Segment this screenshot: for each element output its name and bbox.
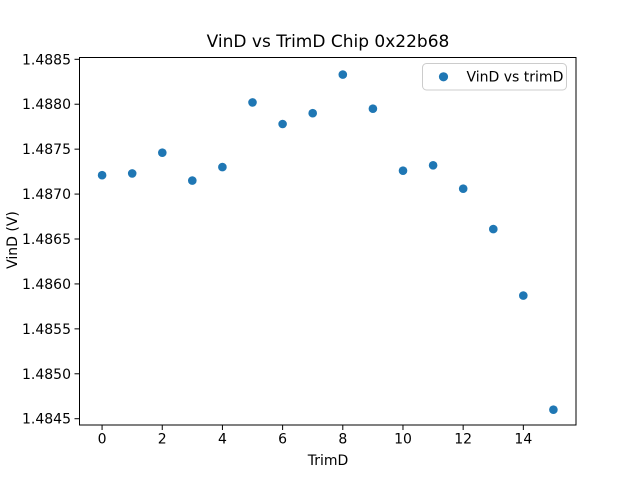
data-point — [278, 119, 287, 129]
plot-area: 0 2 4 6 8 10 12 14 1.4845 1.4850 1.4855 1.4860 1.486… — [22, 52, 577, 448]
y-tick-label: 1.4870 — [22, 187, 71, 203]
y-tick-label: 1.4865 — [22, 232, 71, 248]
x-tick-label: 4 — [218, 432, 227, 448]
data-point — [428, 161, 438, 170]
y-tick-label: 1.4855 — [22, 322, 71, 338]
y-tick-label: 1.4850 — [22, 367, 71, 383]
x-tick-label: 2 — [158, 432, 167, 448]
chart-title: VinD vs TrimD Chip 0x22b68 — [207, 32, 450, 52]
data-point — [489, 224, 498, 234]
data-point — [368, 104, 378, 113]
data-point — [248, 98, 257, 107]
data-point — [519, 291, 528, 300]
data-point — [458, 184, 468, 193]
x-tick-label: 12 — [454, 432, 472, 448]
data-point — [158, 148, 167, 157]
legend-box — [422, 63, 567, 91]
y-tick-label: 1.4875 — [22, 142, 71, 158]
x-tick-label: 14 — [514, 432, 532, 448]
x-tick-label: 10 — [394, 432, 412, 448]
axes-frame — [79, 57, 577, 426]
data-point — [398, 166, 408, 175]
y-tick-label: 1.4845 — [22, 412, 71, 428]
x-axis-label: TrimD — [307, 453, 349, 469]
data-point — [127, 169, 137, 178]
data-point — [188, 176, 197, 185]
data-point — [308, 108, 318, 118]
data-point — [338, 70, 348, 79]
legend-marker-circle-icon — [438, 72, 449, 82]
x-tick-label: 6 — [278, 432, 287, 448]
data-point — [549, 405, 558, 415]
legend-label: VinD vs trimD — [467, 70, 564, 86]
data-point — [218, 162, 227, 172]
x-tick-label: 0 — [98, 432, 107, 448]
y-tick-label: 1.4885 — [22, 52, 71, 68]
data-point — [97, 170, 107, 180]
y-tick-label: 1.4880 — [22, 97, 71, 113]
x-tick-label: 8 — [338, 432, 347, 448]
legend: VinD vs trimD — [422, 63, 567, 91]
y-tick-label: 1.4860 — [22, 277, 71, 293]
y-axis-label: VinD (V) — [5, 211, 21, 269]
